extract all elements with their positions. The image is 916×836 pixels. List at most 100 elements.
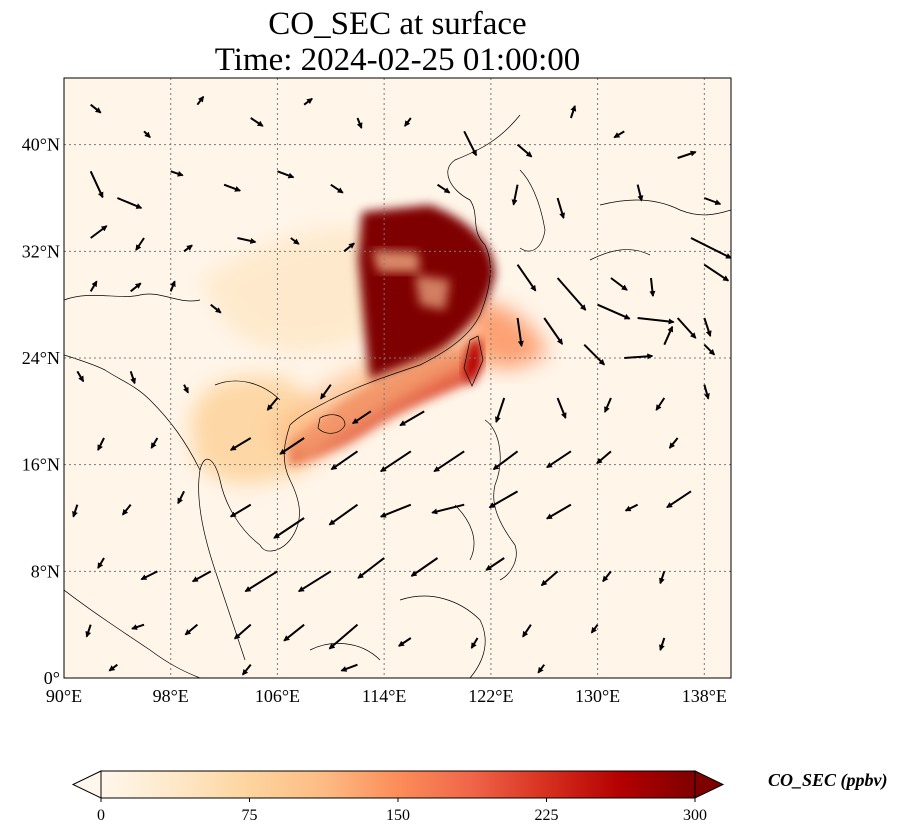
wind-vector bbox=[241, 664, 252, 676]
coastline-korea bbox=[519, 169, 546, 252]
wind-vector bbox=[494, 397, 506, 423]
y-tick-label: 0° bbox=[44, 668, 60, 688]
wind-vector bbox=[266, 397, 279, 411]
colorbar-label: CO_SEC (ppbv) bbox=[768, 770, 888, 790]
x-tick-label: 114°E bbox=[362, 686, 407, 706]
wind-vector bbox=[191, 570, 212, 583]
wind-vector bbox=[169, 280, 176, 292]
wind-vector bbox=[604, 397, 612, 413]
colorbar-extend-max bbox=[694, 770, 725, 799]
wind-vector bbox=[613, 130, 625, 139]
wind-vector bbox=[602, 570, 612, 583]
wind-vector bbox=[436, 183, 451, 194]
wind-vector bbox=[76, 370, 85, 383]
gridlines bbox=[64, 78, 731, 678]
wind-vector bbox=[273, 517, 305, 539]
coastline-sumatra bbox=[64, 589, 201, 678]
wind-vector bbox=[89, 280, 98, 292]
wind-vector bbox=[351, 410, 372, 425]
wind-vector bbox=[356, 117, 363, 129]
wind-vector bbox=[379, 503, 412, 518]
wind-vector bbox=[250, 117, 264, 127]
wind-vector bbox=[150, 437, 159, 449]
colorbar: 0 75 150 225 300 bbox=[71, 770, 725, 824]
wind-vector bbox=[290, 237, 300, 245]
colorbar-ticks: 0 75 150 225 300 bbox=[97, 798, 707, 824]
wind-vector bbox=[666, 490, 692, 509]
wind-vector bbox=[659, 637, 666, 651]
wind-vector bbox=[223, 183, 242, 192]
wind-vector bbox=[170, 170, 184, 177]
wind-vector bbox=[183, 384, 189, 394]
coastline-borneo bbox=[309, 595, 486, 678]
wind-vector bbox=[380, 450, 412, 473]
wind-vector bbox=[140, 570, 158, 581]
x-axis-tick-labels: 90°E 98°E 106°E 114°E 122°E 130°E 138°E bbox=[46, 686, 727, 706]
y-tick-label: 24°N bbox=[22, 348, 60, 368]
wind-vector bbox=[597, 303, 631, 320]
wind-vector bbox=[398, 637, 412, 647]
wind-vector bbox=[90, 103, 102, 114]
wind-vector bbox=[97, 557, 105, 569]
x-tick-label: 130°E bbox=[575, 686, 620, 706]
wind-vector bbox=[649, 277, 656, 297]
coastline-philippines bbox=[454, 419, 517, 581]
wind-vector bbox=[546, 503, 572, 520]
wind-vector bbox=[277, 170, 295, 179]
wind-vector bbox=[229, 503, 252, 518]
wind-vector bbox=[234, 623, 252, 640]
wind-vector bbox=[569, 105, 577, 119]
coastline-hainan bbox=[317, 414, 346, 434]
plume-east-sea-outflow bbox=[470, 300, 548, 370]
x-tick-label: 90°E bbox=[46, 686, 82, 706]
wind-vector bbox=[283, 623, 305, 642]
colorbar-gradient bbox=[101, 771, 695, 798]
wind-vector bbox=[410, 557, 439, 577]
plume-taiwan bbox=[463, 338, 482, 385]
wind-vector bbox=[135, 237, 145, 251]
wind-vector bbox=[177, 490, 185, 505]
wind-vector bbox=[343, 242, 355, 253]
wind-vector bbox=[72, 504, 79, 518]
x-tick-label: 138°E bbox=[682, 686, 727, 706]
wind-vector bbox=[668, 437, 679, 449]
wind-vector bbox=[485, 557, 505, 571]
wind-vector bbox=[624, 503, 639, 512]
wind-vector bbox=[655, 397, 666, 411]
wind-vector bbox=[131, 623, 145, 630]
wind-vector bbox=[196, 95, 205, 106]
wind-vector bbox=[546, 450, 572, 469]
wind-vector bbox=[703, 317, 712, 337]
wind-vector bbox=[703, 384, 710, 400]
wind-vector bbox=[703, 263, 730, 282]
wind-vector bbox=[143, 130, 151, 139]
wind-vector bbox=[596, 450, 612, 465]
map-title: CO_SEC at surface bbox=[268, 6, 527, 42]
x-tick-label: 122°E bbox=[468, 686, 513, 706]
coastline-myanmar bbox=[64, 354, 201, 471]
wind-vector bbox=[703, 343, 716, 356]
wind-vector bbox=[543, 317, 564, 345]
wind-vector bbox=[433, 450, 465, 473]
coastline-indochina-west bbox=[198, 458, 261, 661]
colorbar-tick-label: 300 bbox=[683, 807, 707, 824]
y-axis-tick-labels: 0° 8°N 16°N 24°N 32°N 40°N bbox=[22, 135, 60, 688]
wind-vector bbox=[404, 117, 412, 127]
coastline-taiwan bbox=[463, 335, 484, 387]
wind-vector bbox=[556, 397, 567, 419]
wind-vector bbox=[540, 570, 559, 587]
y-tick-label: 16°N bbox=[22, 455, 60, 475]
plume-core-light-patch bbox=[372, 250, 420, 272]
colorbar-tick-label: 0 bbox=[97, 807, 105, 824]
wind-vector bbox=[676, 317, 697, 339]
wind-vector bbox=[328, 503, 359, 526]
wind-vector bbox=[556, 277, 587, 311]
wind-vector bbox=[590, 624, 599, 634]
wind-vector bbox=[330, 450, 359, 471]
co-sec-field bbox=[190, 205, 548, 484]
wind-vector bbox=[116, 197, 143, 209]
wind-vector bbox=[492, 450, 519, 471]
y-tick-label: 40°N bbox=[22, 135, 60, 155]
wind-vector bbox=[121, 504, 132, 516]
